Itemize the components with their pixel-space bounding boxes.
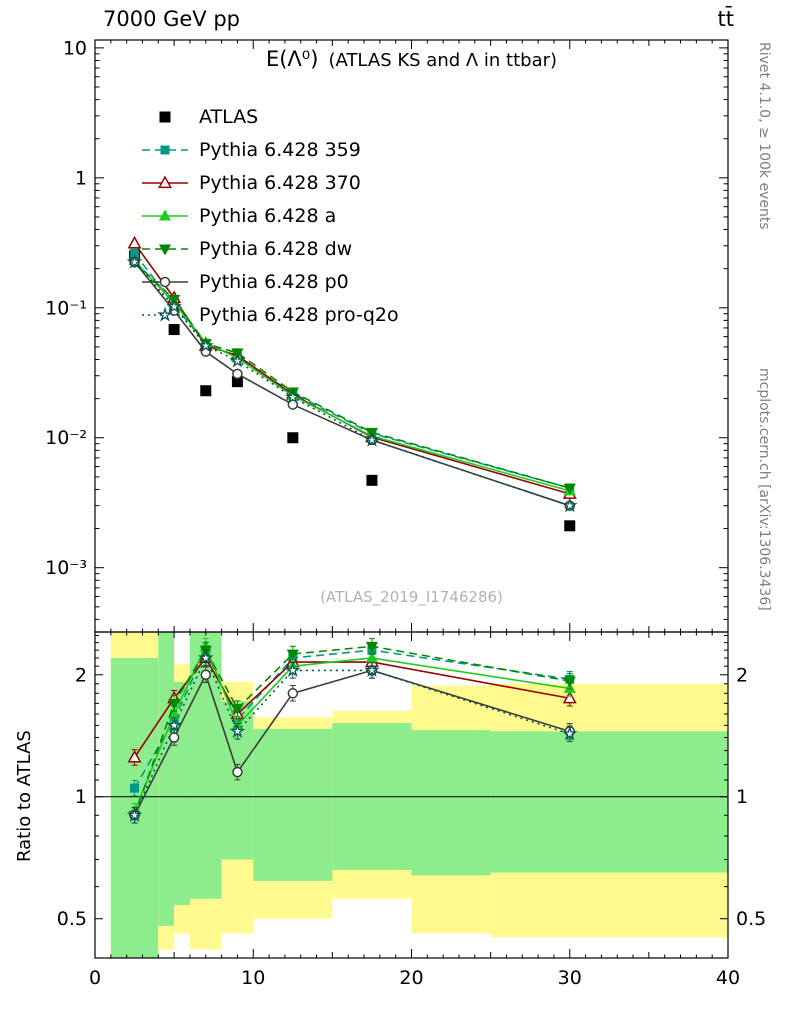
uncertainty-band-green [253,728,333,881]
legend-label: Pythia 6.428 dw [199,237,353,260]
svg-text:10⁻²: 10⁻² [45,427,87,449]
legend-label: Pythia 6.428 pro-q2o [199,303,399,326]
legend-label: ATLAS [199,105,259,128]
uncertainty-band-green [490,731,728,873]
panel-frames [94,39,729,959]
legend-label: Pythia 6.428 359 [199,138,361,161]
uncertainty-band-green [411,730,491,876]
legend-label: Pythia 6.428 p0 [199,270,349,293]
svg-text:2: 2 [736,664,748,686]
svg-text:2: 2 [75,664,87,686]
svg-text:1: 1 [75,167,87,189]
legend: ATLAS Pythia 6.428 359 Pythia 6.428 370 Pyt… [142,100,399,331]
svg-text:1: 1 [75,786,87,808]
legend-label: Pythia 6.428 a [199,204,337,227]
svg-text:10⁻³: 10⁻³ [45,557,87,579]
analysis-watermark: (ATLAS_2019_I1746286) [320,588,503,606]
svg-text:20: 20 [399,967,423,989]
plot-title: E(Λ⁰) (ATLAS KS and Λ in ttbar) [95,47,728,71]
uncertainty-band-green [158,632,175,926]
axis-tick-labels: 10 1 10⁻¹ 10⁻² 10⁻³ 2 2 1 1 0.5 0.5 0 10 20 30 40 [45,37,766,989]
svg-text:10: 10 [241,967,265,989]
legend-item: Pythia 6.428 a [142,199,399,232]
ratio-axis-title: Ratio to ATLAS [14,730,35,862]
legend-swatch-icon [142,306,188,322]
svg-text:1: 1 [736,786,748,808]
legend-swatch-icon [142,145,188,154]
process-title: tt̄ [717,7,734,31]
svg-text:10: 10 [63,37,87,59]
legend-swatch-icon [142,276,188,287]
legend-item: ATLAS [142,100,399,133]
legend-swatch-icon [142,174,188,188]
svg-text:0: 0 [89,967,101,989]
legend-label: Pythia 6.428 370 [199,171,361,194]
svg-text:0.5: 0.5 [57,908,87,930]
legend-item: Pythia 6.428 359 [142,133,399,166]
legend-item: Pythia 6.428 370 [142,166,399,199]
rivet-credit: Rivet 4.1.0, ≥ 100k events [756,42,772,230]
svg-text:40: 40 [716,967,740,989]
legend-item: Pythia 6.428 p0 [142,265,399,298]
legend-item: Pythia 6.428 dw [142,232,399,265]
series-pythia-6-428-pro-q2o [126,253,578,824]
legend-swatch-icon [159,111,171,122]
svg-text:30: 30 [558,967,582,989]
svg-text:0.5: 0.5 [736,908,766,930]
observable-formula: E(Λ⁰) [265,47,319,71]
svg-text:10⁻¹: 10⁻¹ [45,297,87,319]
plot-subtitle: (ATLAS KS and Λ in ttbar) [328,50,558,71]
mcplots-credit: mcplots.cern.ch [arXiv:1306.3436] [756,368,772,611]
legend-swatch-icon [142,208,188,220]
legend-swatch-icon [142,244,188,256]
beam-energy-title: 7000 GeV pp [103,7,241,31]
legend-item: Pythia 6.428 pro-q2o [142,298,399,331]
